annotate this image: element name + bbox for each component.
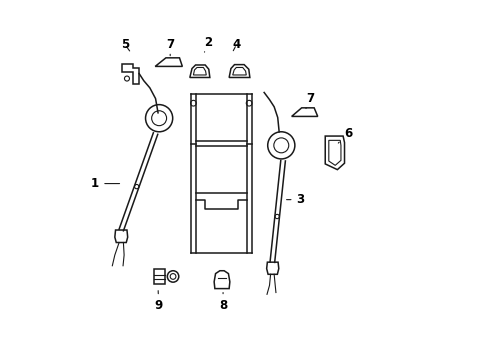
Text: 3: 3 [286, 193, 304, 206]
Text: 1: 1 [91, 177, 119, 190]
Text: 7: 7 [305, 92, 313, 109]
Text: 6: 6 [338, 127, 351, 143]
Text: 4: 4 [232, 38, 240, 51]
Text: 5: 5 [121, 38, 129, 51]
Text: 8: 8 [219, 293, 227, 312]
Text: 7: 7 [166, 39, 174, 56]
Text: 2: 2 [203, 36, 211, 52]
Text: 9: 9 [154, 291, 163, 312]
